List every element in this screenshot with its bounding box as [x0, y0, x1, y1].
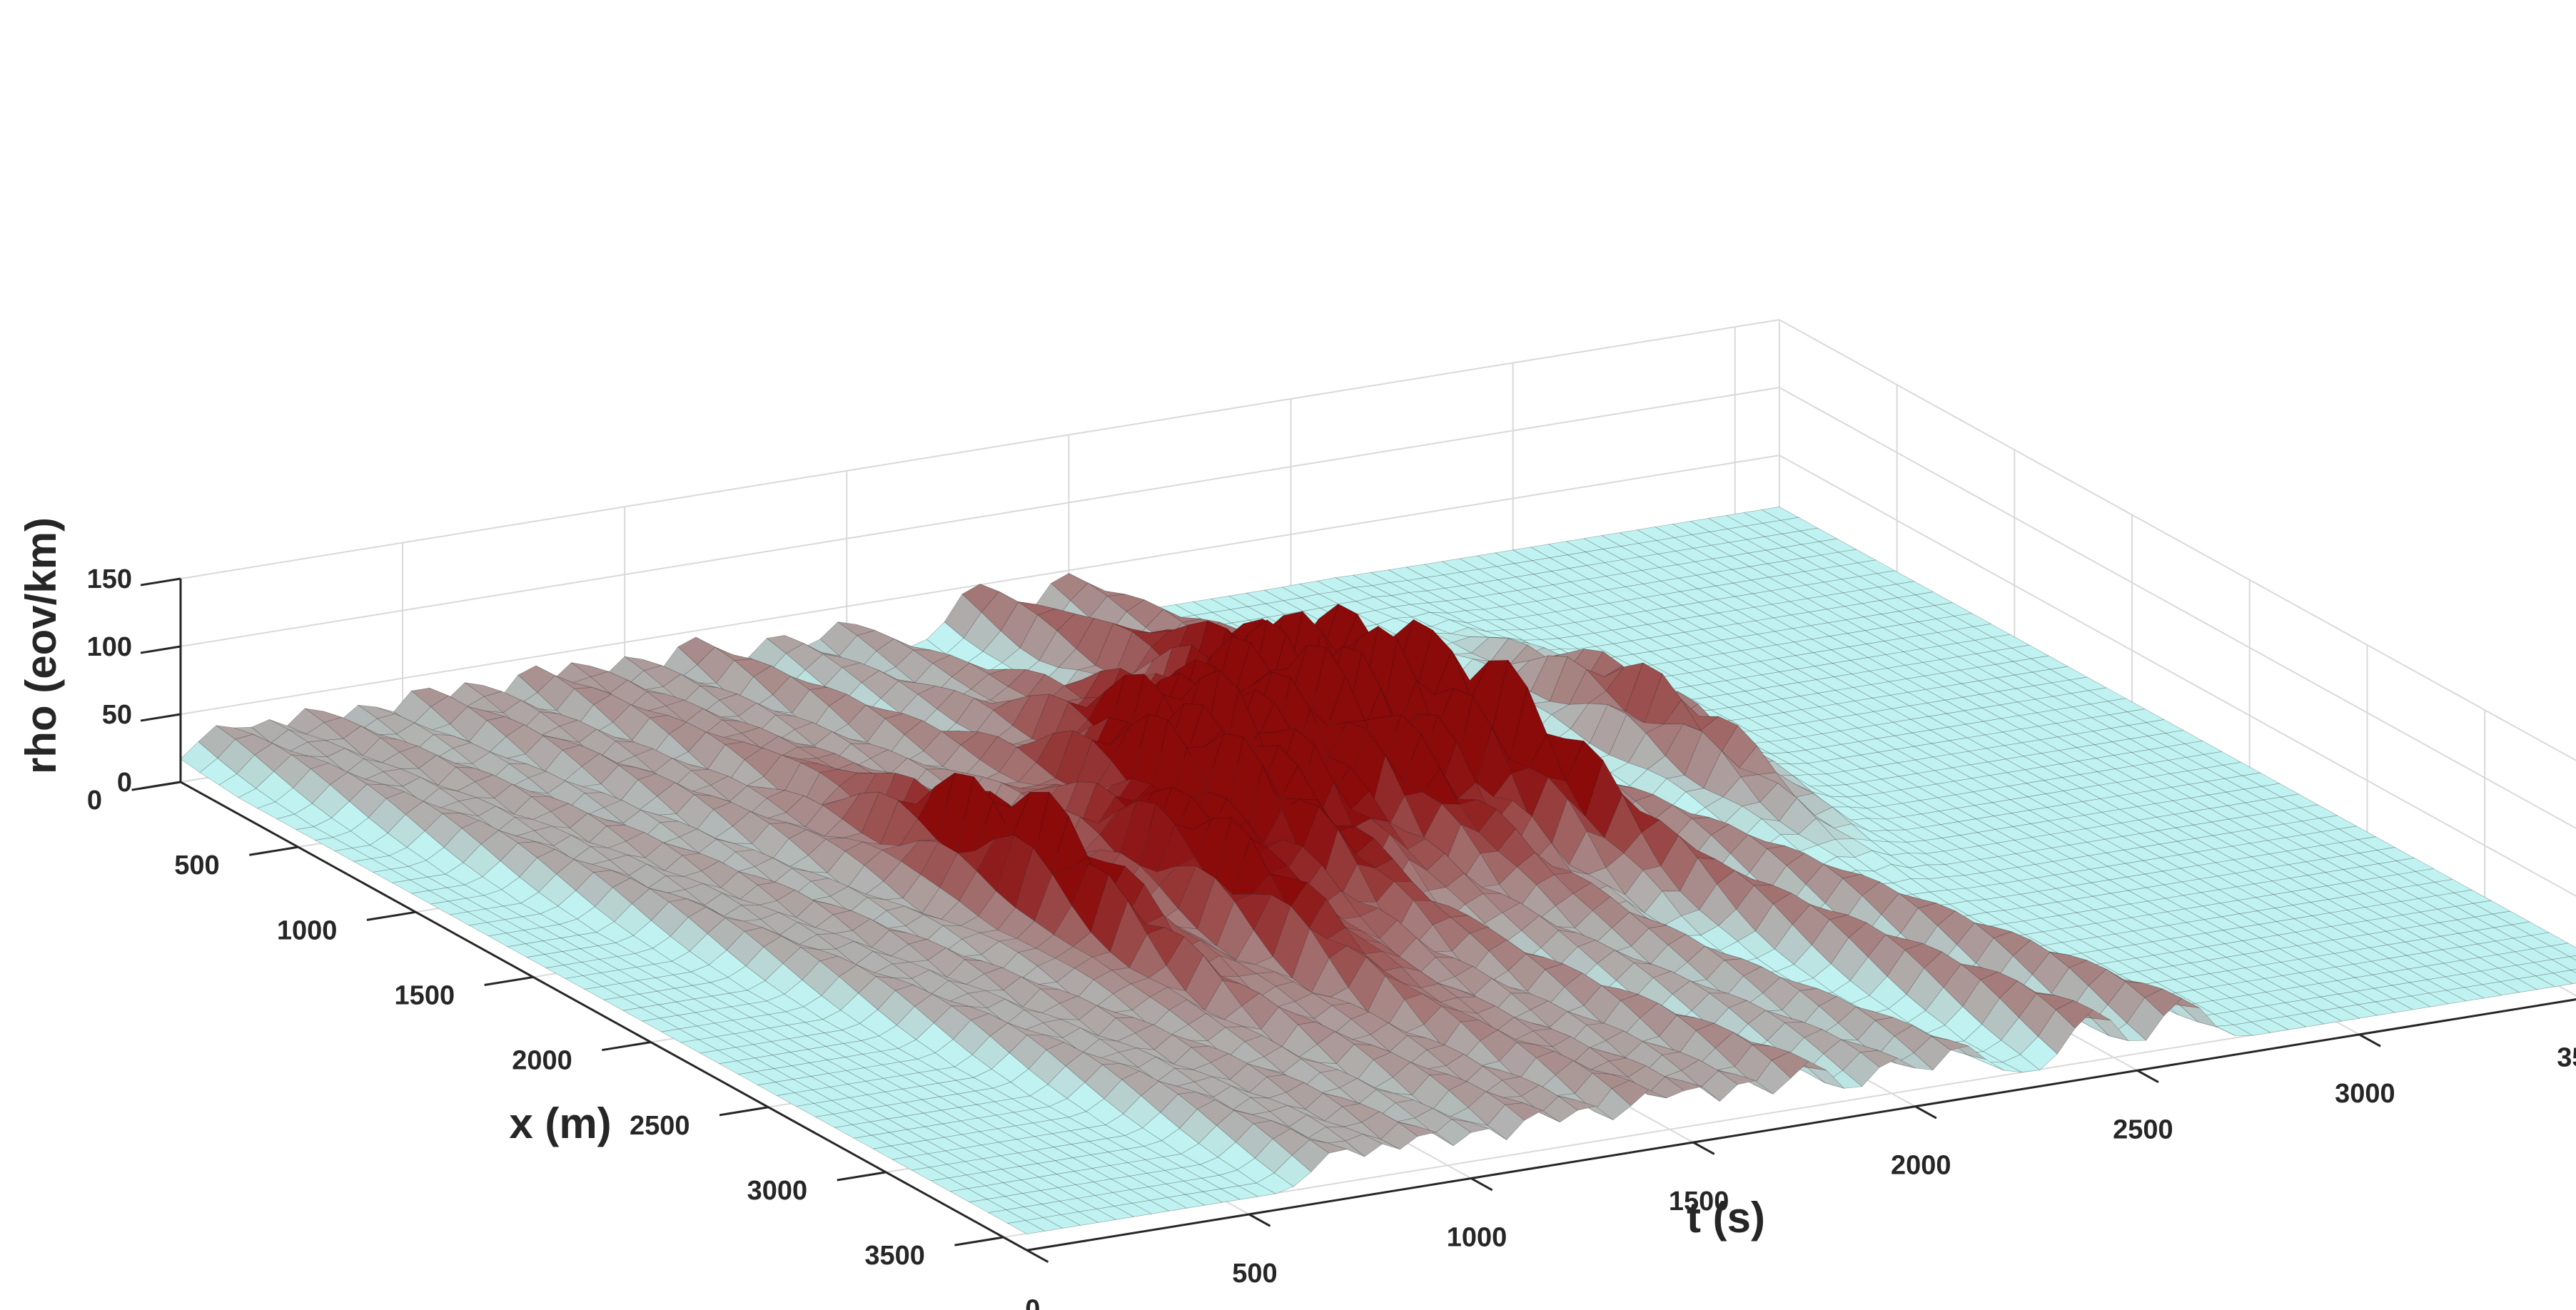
surface-cell: [1593, 1088, 1632, 1120]
t-tick-label: 1500: [1669, 1187, 1729, 1217]
z-tick: [140, 713, 181, 722]
surface-cell: [2551, 956, 2576, 971]
t-tick: [1248, 1213, 1271, 1227]
z-tick-label: 50: [102, 700, 132, 730]
x-tick: [249, 846, 298, 856]
t-tick-label: 3500: [2557, 1042, 2576, 1072]
grid-line: [180, 319, 1780, 579]
grid-line: [180, 387, 1780, 647]
surface-cell: [1966, 1055, 2004, 1071]
grid-line: [1779, 387, 2576, 829]
z-tick-label: 100: [87, 632, 132, 662]
z-tick-label: 150: [87, 564, 132, 594]
z-tick-label: 0: [117, 768, 132, 798]
surface-cell: [2215, 1025, 2254, 1036]
x-tick: [719, 1106, 769, 1117]
tick-labels: 0500100015002000250030003500050010001500…: [87, 564, 2576, 1310]
surface-cell: [2268, 1015, 2307, 1030]
surface-cell: [1895, 1052, 1934, 1070]
grid-line: [1779, 319, 2576, 761]
surface-cell: [2569, 955, 2576, 961]
surface-cell: [1718, 1070, 1757, 1085]
surface-cell: [1771, 1052, 1809, 1079]
t-tick-label: 3000: [2335, 1079, 2395, 1109]
t-tick-label: 2500: [2113, 1114, 2173, 1144]
z-axis-label: rho (eov/km): [17, 517, 65, 774]
t-tick: [2358, 1033, 2381, 1047]
t-tick: [1692, 1141, 1715, 1155]
t-tick: [2136, 1069, 2159, 1083]
surface-cell: [1149, 1197, 1188, 1212]
x-tick: [484, 975, 534, 987]
surface-cell: [1273, 1154, 1312, 1187]
surface-cell: [2499, 978, 2538, 993]
surface-cell: [2375, 998, 2414, 1013]
surface-cell: [2179, 1005, 2218, 1028]
surface-cell: [1345, 1134, 1383, 1157]
surface-cell: [1380, 1122, 1418, 1150]
surface-cell: [1753, 1060, 1792, 1095]
t-tick-label: 1000: [1447, 1222, 1507, 1252]
surface-cell: [2144, 988, 2183, 1017]
surface-cell: [2481, 981, 2520, 996]
surface-cell: [2251, 1018, 2289, 1033]
surface-cell: [2285, 1012, 2325, 1027]
surface-cell: [2339, 1004, 2378, 1019]
t-axis-label: t (s): [1687, 1194, 1765, 1242]
x-tick-label: 2000: [512, 1046, 572, 1076]
x-tick-label: 500: [174, 851, 219, 880]
t-tick-label: 500: [1232, 1259, 1277, 1289]
x-tick-label: 2500: [630, 1111, 690, 1141]
surface-cell: [1166, 1194, 1206, 1209]
t-tick: [1914, 1105, 1937, 1119]
surface-cell: [2535, 973, 2574, 987]
surface-mesh: [180, 506, 2576, 1234]
surface-cell: [1505, 1102, 1543, 1121]
grid-line: [1779, 455, 2576, 897]
surface-cell: [1398, 1122, 1437, 1137]
t-tick-label: 0: [1025, 1294, 1040, 1310]
x-tick: [837, 1171, 887, 1182]
surface-cell: [2570, 969, 2576, 973]
surface-cell: [1931, 1036, 1970, 1050]
z-tick: [140, 645, 181, 654]
surface-cell: [1611, 1080, 1650, 1107]
x-tick: [366, 910, 416, 921]
x-axis-label: x (m): [509, 1100, 611, 1147]
x-tick: [602, 1041, 652, 1052]
x-tick-label: 3500: [864, 1241, 925, 1271]
t-tick: [1026, 1249, 1049, 1263]
surface-cell: [1647, 1076, 1685, 1099]
surface-cell: [1327, 1140, 1365, 1157]
z-tick: [140, 577, 181, 587]
x-tick-label: 1000: [277, 915, 338, 945]
surface-cell: [1291, 1139, 1330, 1172]
x-tick: [954, 1236, 1004, 1246]
x-tick-label: 3000: [747, 1176, 808, 1206]
t-tick: [1470, 1177, 1493, 1192]
z-tick: [140, 781, 181, 790]
surface-cell: [1006, 1220, 1046, 1234]
x-tick-label: 1500: [395, 980, 455, 1010]
t-tick-label: 2000: [1891, 1151, 1951, 1181]
surface-cell: [2552, 970, 2576, 985]
surface-cell: [2055, 1000, 2093, 1029]
x-tick-label: 0: [87, 786, 102, 816]
